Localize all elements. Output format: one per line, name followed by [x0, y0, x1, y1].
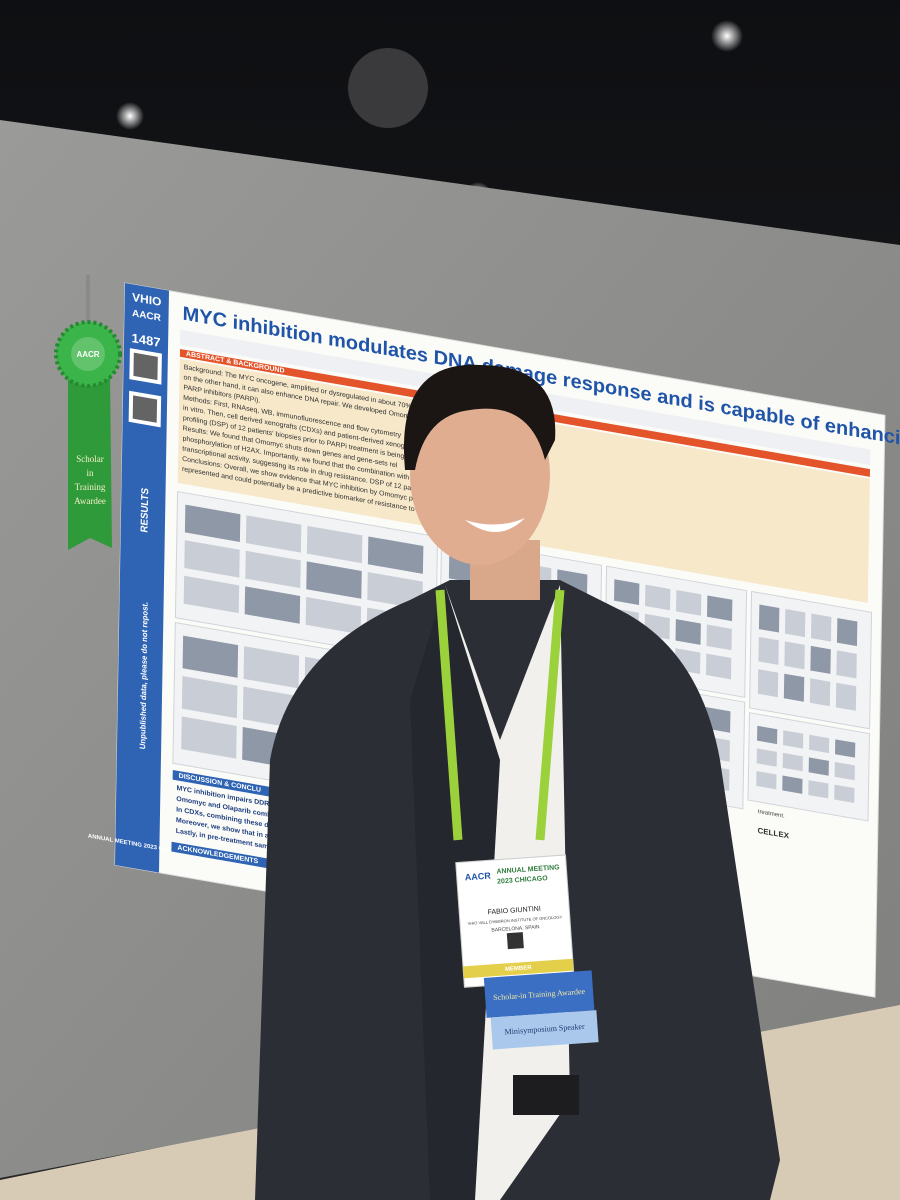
figure-thumbnail	[758, 604, 780, 633]
badge-category: MEMBER	[505, 965, 533, 973]
figure-thumbnail	[245, 550, 301, 589]
badge-institution: VHIO VALL D'HEBRON INSTITUTE OF ONCOLOGY	[467, 914, 562, 926]
figure-thumbnail	[305, 596, 362, 635]
badge-society: AACR	[464, 871, 491, 883]
figure-thumbnail	[836, 618, 858, 647]
figure-thumbnail	[836, 650, 857, 679]
results-side-label: RESULTS	[139, 487, 151, 534]
poster-number: 1487	[132, 330, 161, 350]
figure-thumbnail	[676, 590, 702, 616]
badge-location: BARCELONA, SPAIN	[491, 924, 540, 933]
figure-thumbnail	[707, 595, 733, 622]
light	[116, 102, 144, 130]
figure-thumbnail	[184, 540, 240, 578]
ribbon-center	[71, 337, 105, 371]
figure-thumbnail	[834, 761, 855, 781]
figure-thumbnail	[367, 536, 424, 574]
figure-thumbnail	[645, 584, 671, 611]
figure-thumbnail	[835, 739, 856, 758]
ribbon-text-line: Training	[75, 482, 106, 492]
ribbon-tail	[68, 375, 112, 550]
figure-thumbnail	[184, 504, 241, 543]
badge-year-city: 2023 CHICAGO	[497, 875, 548, 886]
figure-thumbnail	[756, 748, 777, 767]
poster-society: AACR	[132, 308, 161, 324]
figure-thumbnail	[808, 780, 829, 799]
qr-code-pattern	[133, 352, 158, 381]
figure-thumbnail	[808, 757, 829, 776]
figure-thumbnail	[244, 586, 301, 624]
award-ribbon: AACR Scholar in Training Awardee	[54, 275, 122, 550]
figure-thumbnail	[835, 682, 857, 711]
badge-award-ribbon	[483, 970, 595, 1018]
lanyard	[535, 589, 565, 841]
belt	[513, 1075, 579, 1115]
poster-side-strip	[114, 283, 169, 873]
figure-thumbnail	[675, 619, 701, 645]
figure-thumbnail	[834, 784, 855, 803]
ribbon-text-line: in	[86, 468, 94, 478]
figure-thumbnail	[306, 525, 363, 564]
face	[410, 385, 550, 565]
side-note: Unpublished data, please do not repost.	[138, 601, 150, 750]
figure-thumbnail	[756, 771, 777, 790]
figure-thumbnail	[706, 653, 732, 680]
figure-thumbnail	[181, 716, 237, 759]
figure-thumbnail	[783, 673, 805, 702]
hair	[403, 364, 556, 470]
figure-thumbnail	[784, 609, 806, 638]
footer-note: treatment.	[758, 809, 785, 820]
figure-thumbnail	[245, 515, 302, 553]
figure-thumbnail	[782, 775, 803, 794]
figure-thumbnail	[757, 725, 778, 745]
ribbon-text-line: Scholar	[76, 454, 104, 464]
figure-thumbnail	[758, 636, 779, 665]
badge-event: ANNUAL MEETING	[496, 864, 560, 875]
figure-thumbnail	[181, 675, 238, 719]
badge-role-ribbon	[490, 1010, 599, 1050]
badge-qr	[506, 932, 524, 950]
figure-thumbnail	[782, 752, 803, 772]
figure-thumbnail	[809, 734, 830, 754]
figure-thumbnail	[810, 645, 831, 674]
figure-thumbnail	[757, 669, 779, 698]
poster-logo: VHIO	[132, 290, 162, 309]
light	[711, 20, 743, 52]
badge-name: FABIO GIUNTINI	[487, 906, 541, 917]
figure-thumbnail	[783, 730, 804, 749]
figure-thumbnail	[614, 579, 640, 605]
figure-thumbnail	[182, 635, 239, 678]
qr-code-pattern	[132, 395, 158, 423]
ribbon-text-line: Awardee	[74, 496, 106, 506]
figure-thumbnail	[809, 678, 831, 707]
figure-thumbnail	[183, 575, 240, 614]
figure-thumbnail	[367, 572, 423, 610]
figure-thumbnail	[243, 646, 300, 689]
figure-thumbnail	[706, 624, 732, 651]
figure-thumbnail	[306, 561, 362, 599]
ribbon-society: AACR	[76, 350, 99, 359]
figure-thumbnail	[784, 641, 805, 670]
smile	[465, 518, 525, 533]
lanyard	[435, 589, 463, 841]
badge-category-bar	[462, 958, 574, 979]
jacket-lapel	[410, 585, 500, 1200]
figure-thumbnail	[810, 613, 832, 642]
name-badge: AACR ANNUAL MEETING 2023 CHICAGO FABIO G…	[455, 854, 599, 1050]
ceiling-vent	[348, 48, 428, 128]
ribbon-text: Scholar in Training Awardee	[74, 454, 106, 506]
